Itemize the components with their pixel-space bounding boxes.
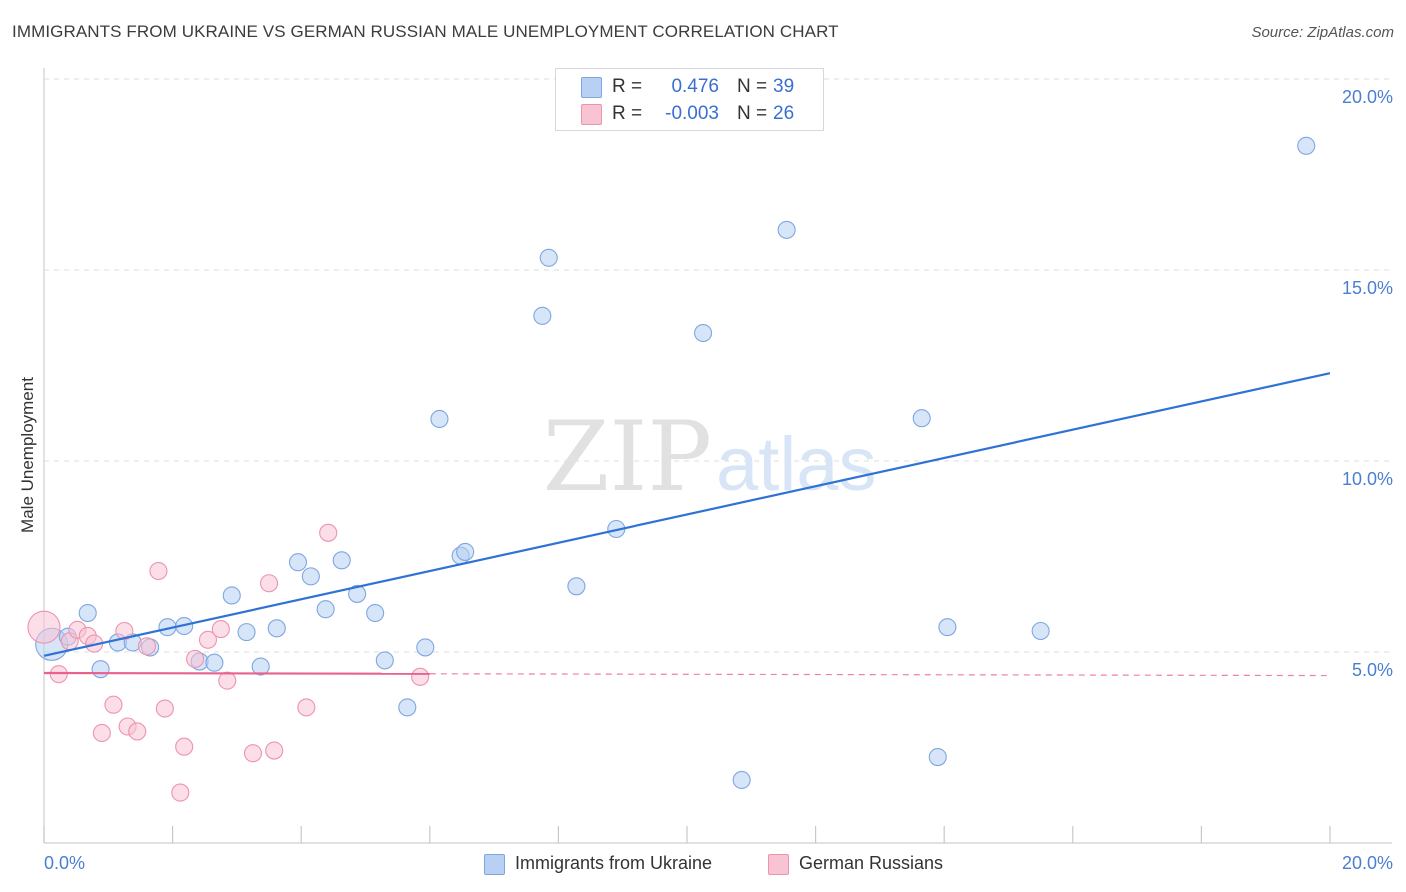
german-russian-point [175,737,194,756]
german-russian-point [137,637,156,656]
chart-title: IMMIGRANTS FROM UKRAINE VS GERMAN RUSSIA… [12,22,839,41]
ukraine-trend-line [43,372,1331,657]
legend-n-label: N = [737,76,768,97]
ukraine-point [222,586,241,605]
german-russian-point [104,695,123,714]
legend-r-label: R = [612,103,643,124]
ukraine-point [732,770,751,790]
ukraine-point [332,551,351,570]
legend-r-label: R = [612,76,643,97]
source-credit: Source: ZipAtlas.com [1251,24,1394,41]
german-russian-point [198,630,218,649]
legend-r-value: -0.003 [665,103,719,124]
y-tick-label-20: 20.0% [1341,87,1393,107]
german-russian-point [319,523,338,542]
german-russian-point [49,665,68,684]
legend-n-value: 26 [773,103,795,124]
german-russian-point [211,620,230,639]
legend-r-value: 0.476 [671,76,719,97]
ukraine-point [237,623,256,642]
legend-swatch-blue [581,77,602,98]
ukraine-point [251,657,270,676]
ukraine-point [375,651,394,670]
german-russian-point [149,561,168,581]
ukraine-point [533,306,552,325]
x-tick-label-max: 20.0% [1341,853,1393,873]
ukraine-point [348,584,367,603]
german-russian-point [155,699,174,718]
german-russian-point [243,744,263,763]
ukraine-point [78,603,97,623]
german-russian-point [115,621,134,641]
x-tick-label-min: 0.0% [44,853,86,873]
legend-n-label: N = [737,103,768,124]
series-legend-label: Immigrants from Ukraine [515,853,713,873]
stats-legend: R = 0.476 N = 39 R = -0.003 N = 26 [555,68,824,131]
ukraine-point [91,660,110,679]
watermark-atlas: atlas [716,422,877,507]
series-legend-label: German Russians [799,853,944,873]
ukraine-point [430,409,449,429]
ukraine-point [416,638,435,657]
legend-swatch-pink [581,104,602,125]
y-tick-label-10: 10.0% [1341,469,1393,489]
german-russian-point [27,610,61,644]
ukraine-point [928,747,947,767]
ukraine-point [267,619,286,638]
german-russian-point [297,698,316,717]
german-russian-point [218,671,237,690]
german-russian-point [128,722,147,741]
ukraine-point [539,248,558,267]
ukraine-point [1297,136,1316,155]
german-russian-point [265,741,284,760]
ukraine-point [938,618,957,637]
ukraine-point [912,409,931,428]
german-russian-point [259,574,279,593]
german-russian-point [411,667,430,686]
watermark-zip: ZIP [543,401,712,513]
ukraine-point [1031,621,1050,641]
ukraine-point [398,698,417,717]
german-russian-point [171,783,190,802]
german-russian-trend-extension [429,673,1331,677]
ukraine-point [366,603,385,623]
ukraine-point [301,567,320,586]
ukraine-point [777,220,796,239]
ukraine-point [694,323,713,343]
german-russian-point [92,723,111,743]
y-tick-label-15: 15.0% [1341,278,1393,298]
ukraine-point [567,577,586,596]
german-russian-trend-line [43,671,430,675]
legend-swatch-blue [484,854,505,875]
ukraine-point [316,600,335,619]
ukraine-point [456,542,475,561]
y-tick-label-5: 5.0% [1351,660,1393,680]
y-axis-label: Male Unemployment [18,377,37,533]
legend-swatch-pink [768,854,789,875]
ukraine-point [288,553,308,572]
legend-n-value: 39 [773,76,795,97]
ukraine-point [205,653,224,672]
german-russian-point [186,649,205,668]
